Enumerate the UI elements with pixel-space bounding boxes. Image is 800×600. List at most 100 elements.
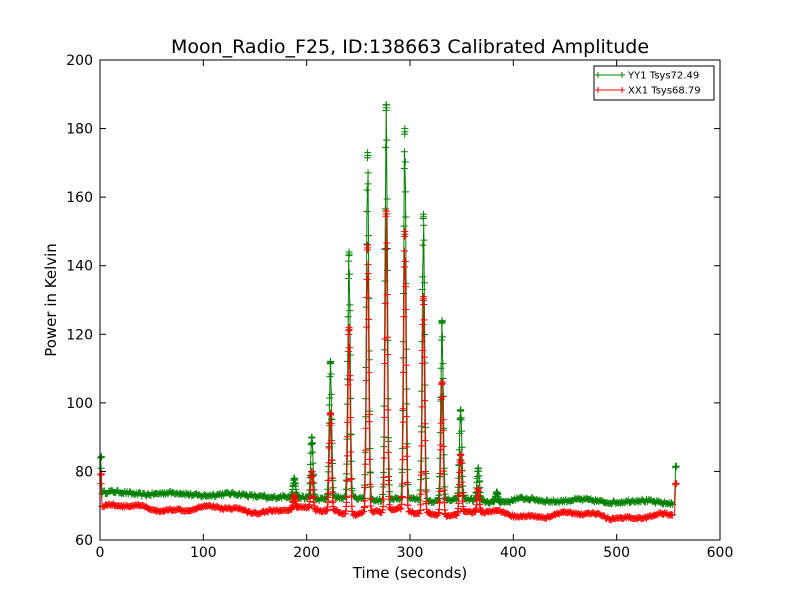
legend-marker <box>619 87 625 93</box>
data-point-marker <box>328 456 336 464</box>
x-tick-label: 500 <box>603 545 630 561</box>
data-point-marker <box>421 467 429 475</box>
data-point-marker <box>383 239 391 247</box>
data-point-marker <box>439 426 447 434</box>
data-point-marker <box>363 208 371 216</box>
data-point-marker <box>401 227 409 235</box>
data-point-marker <box>435 485 443 493</box>
data-point-marker <box>363 275 371 283</box>
data-point-marker <box>439 360 447 368</box>
data-point-marker <box>385 476 393 484</box>
y-tick-label: 160 <box>66 190 93 206</box>
y-tick-label: 100 <box>66 396 93 412</box>
data-point-marker <box>402 188 410 196</box>
data-point-marker <box>398 500 406 508</box>
series-markers <box>97 101 680 509</box>
data-point-marker <box>362 460 370 468</box>
data-point-marker <box>346 351 354 359</box>
data-point-marker <box>324 498 332 506</box>
x-axis-label: Time (seconds) <box>352 564 468 582</box>
data-point-marker <box>496 498 504 506</box>
data-point-marker <box>347 457 355 465</box>
data-point-marker <box>400 263 408 271</box>
x-tick-label: 0 <box>96 545 105 561</box>
data-point-marker <box>383 245 391 253</box>
data-point-marker <box>384 448 392 456</box>
data-point-marker <box>420 236 428 244</box>
data-point-marker <box>346 301 354 309</box>
data-point-marker <box>308 439 316 447</box>
data-point-marker <box>293 504 301 512</box>
data-point-marker <box>347 492 355 500</box>
data-point-marker <box>458 478 466 486</box>
data-point-marker <box>363 186 371 194</box>
data-point-marker <box>365 411 373 419</box>
data-point-marker <box>422 505 430 513</box>
data-point-marker <box>364 169 372 177</box>
data-point-marker <box>344 433 352 441</box>
data-point-marker <box>365 418 373 426</box>
data-point-marker <box>306 480 314 488</box>
data-point-marker <box>458 489 466 497</box>
data-point-marker <box>382 101 390 109</box>
data-point-marker <box>440 467 448 475</box>
data-point-marker <box>346 307 354 315</box>
data-point-marker <box>397 505 405 513</box>
data-point-marker <box>419 293 427 301</box>
data-point-marker <box>422 500 430 508</box>
y-tick-label: 200 <box>66 53 93 69</box>
data-point-marker <box>403 478 411 486</box>
data-point-marker <box>398 480 406 488</box>
data-point-marker <box>326 409 334 417</box>
data-point-marker <box>365 232 373 240</box>
data-point-marker <box>346 376 354 384</box>
x-tick-label: 600 <box>707 545 734 561</box>
data-point-marker <box>346 270 354 278</box>
series-layer <box>97 101 680 524</box>
data-point-marker <box>328 488 336 496</box>
data-point-marker <box>493 488 501 496</box>
data-point-marker <box>383 291 391 299</box>
data-point-marker <box>307 449 315 457</box>
data-point-marker <box>420 279 428 287</box>
data-point-marker <box>419 346 427 354</box>
data-point-marker <box>418 442 426 450</box>
data-point-marker <box>439 333 447 341</box>
data-point-marker <box>383 136 391 144</box>
data-point-marker <box>379 503 387 511</box>
data-point-marker <box>441 510 449 518</box>
legend-box <box>593 65 715 101</box>
data-point-marker <box>358 509 366 517</box>
data-point-marker <box>441 490 449 498</box>
data-point-marker <box>310 479 318 487</box>
data-point-marker <box>417 501 425 509</box>
data-point-marker <box>308 467 316 475</box>
data-point-marker <box>364 261 372 269</box>
data-point-marker <box>456 458 464 466</box>
data-point-marker <box>98 453 106 461</box>
data-point-marker <box>348 507 356 515</box>
data-point-marker <box>365 315 373 323</box>
data-point-marker <box>396 504 404 512</box>
data-point-marker <box>401 158 409 166</box>
y-tick-label: 140 <box>66 259 93 275</box>
data-point-marker <box>400 148 408 156</box>
data-point-marker <box>344 381 352 389</box>
data-point-marker <box>381 360 389 368</box>
data-point-marker <box>403 443 411 451</box>
data-point-marker <box>417 490 425 498</box>
chart-title: Moon_Radio_F25, ID:138663 Calibrated Amp… <box>171 36 649 58</box>
data-point-marker <box>345 248 353 256</box>
data-point-marker <box>360 508 367 516</box>
data-point-marker <box>362 446 370 454</box>
data-point-marker <box>363 293 371 301</box>
data-point-marker <box>345 323 353 331</box>
data-point-marker <box>366 480 374 488</box>
x-tick-label: 100 <box>190 545 217 561</box>
data-point-marker <box>344 313 352 321</box>
data-point-marker <box>668 499 676 507</box>
data-point-marker <box>309 448 317 456</box>
data-point-marker <box>437 419 445 427</box>
data-point-marker <box>402 413 410 421</box>
data-point-marker <box>361 484 369 492</box>
